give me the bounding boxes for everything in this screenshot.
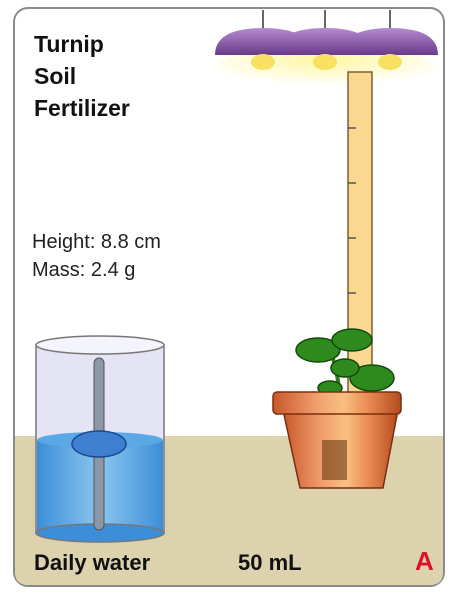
mass-readout: Mass: 2.4 g	[32, 259, 135, 281]
page: Turnip Soil Fertilizer Height: 8.8 cm Ma…	[0, 0, 454, 594]
beaker	[36, 336, 164, 542]
condition: Soil	[34, 63, 76, 89]
water-amount: 50 mL	[238, 550, 302, 575]
simulation-panel: Turnip Soil Fertilizer Height: 8.8 cm Ma…	[0, 0, 454, 594]
water-label: Daily water	[34, 550, 151, 575]
height-readout: Height: 8.8 cm	[32, 231, 161, 253]
plant-name: Turnip	[34, 31, 104, 57]
condition: Fertilizer	[34, 95, 130, 121]
group-label: A	[415, 546, 434, 576]
